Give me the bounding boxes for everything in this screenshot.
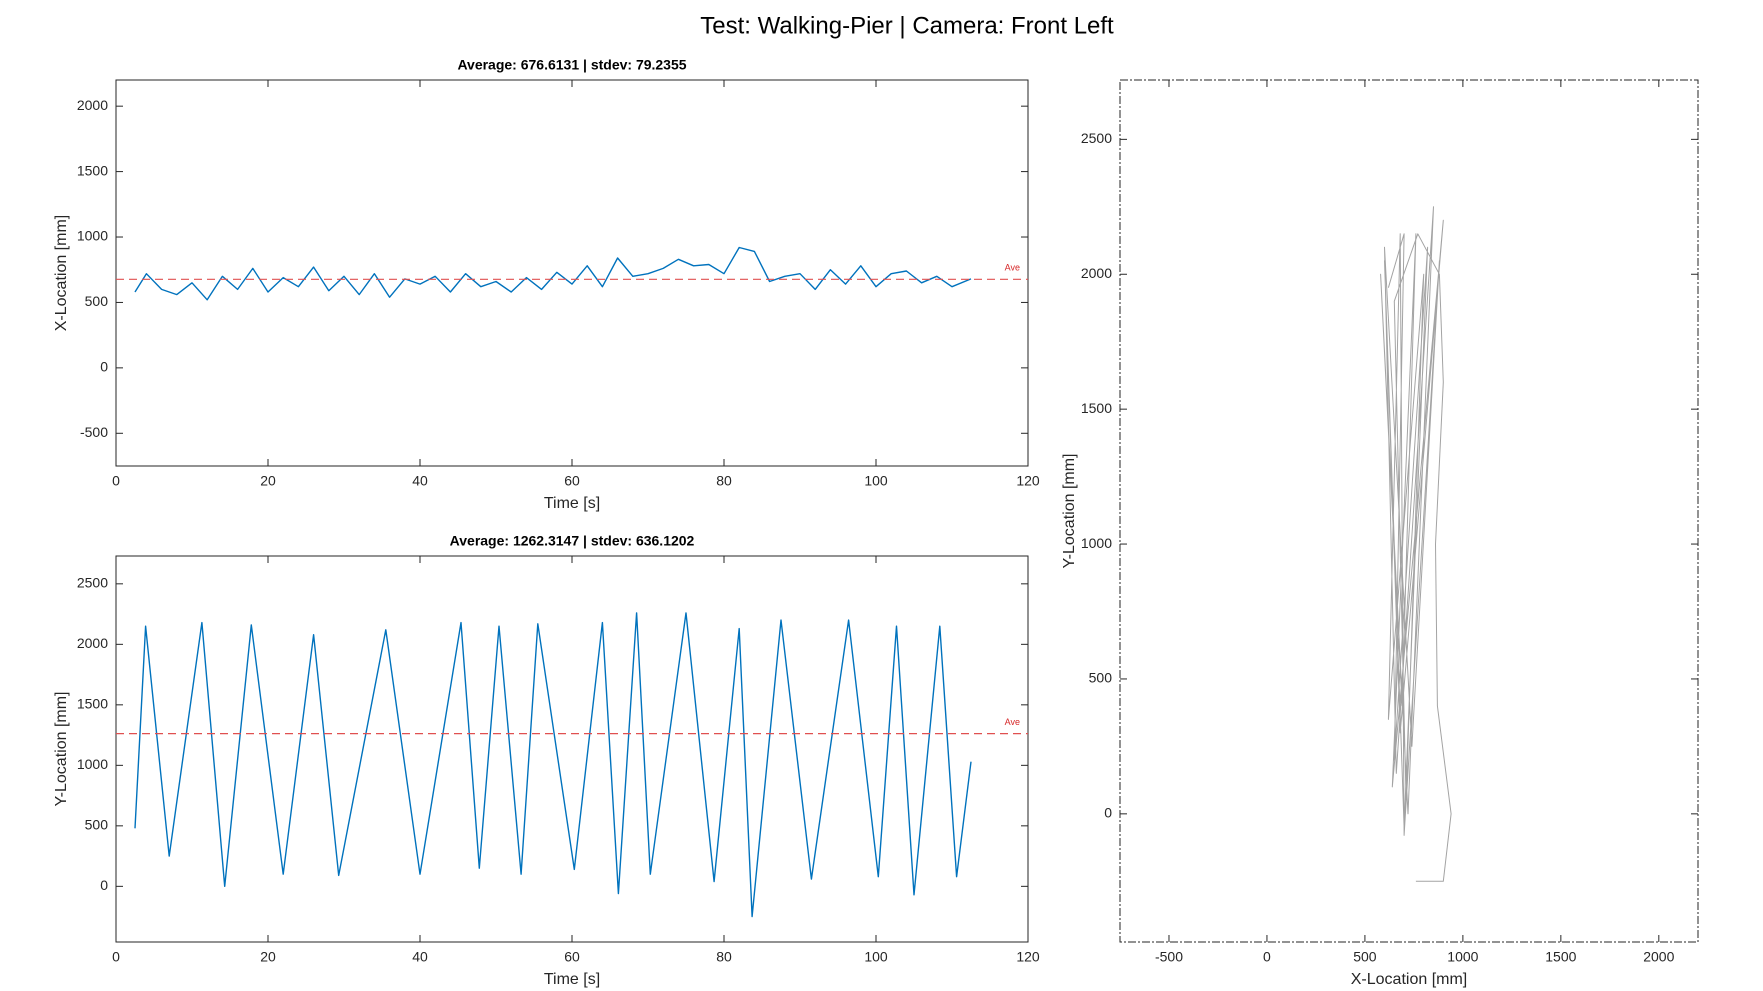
x-tick-label: 0	[1263, 949, 1271, 965]
x-tick-label: 20	[260, 473, 276, 489]
plot-area	[115, 555, 1029, 943]
y-axis-label: X-Location [mm]	[53, 215, 70, 331]
y-tick-label: 1500	[1081, 400, 1112, 416]
x-tick-label: 80	[716, 473, 732, 489]
axes-title: Average: 676.6131 | stdev: 79.2355	[457, 57, 686, 73]
y-tick-label: 2000	[77, 635, 108, 651]
y-tick-label: 500	[1089, 670, 1113, 686]
x-tick-label: 2000	[1643, 949, 1674, 965]
y-tick-label: -500	[80, 424, 108, 440]
plot-area	[115, 79, 1029, 467]
y-tick-label: 2000	[77, 97, 108, 113]
y-tick-label: 0	[100, 877, 108, 893]
y-axis-label: Y-Location [mm]	[1061, 453, 1078, 568]
data-line	[134, 612, 972, 918]
y-tick-label: 500	[85, 293, 109, 309]
y-tick-label: 2500	[1081, 130, 1112, 146]
plot-area	[1119, 79, 1699, 943]
axes-title: Average: 1262.3147 | stdev: 636.1202	[450, 533, 695, 549]
x-tick-label: 40	[412, 473, 428, 489]
y-axis-label: Y-Location [mm]	[53, 691, 70, 806]
y-tick-label: 500	[85, 817, 109, 833]
x-tick-label: 60	[564, 949, 580, 965]
x-tick-label: 60	[564, 473, 580, 489]
trajectory-line	[1380, 206, 1452, 882]
x-tick-label: 80	[716, 949, 732, 965]
x-tick-label: 0	[112, 473, 120, 489]
x-tick-label: 100	[864, 473, 888, 489]
figure-title: Test: Walking-Pier | Camera: Front Left	[700, 12, 1114, 39]
x-tick-label: 1000	[1447, 949, 1478, 965]
data-line	[134, 246, 972, 301]
x-tick-label: 120	[1016, 949, 1040, 965]
x-tick-label: 1500	[1545, 949, 1576, 965]
x-axis-label: X-Location [mm]	[1351, 971, 1467, 988]
x-axis-label: Time [s]	[544, 971, 600, 988]
y-tick-label: 2000	[1081, 265, 1112, 281]
average-label: Ave	[1005, 717, 1020, 727]
x-tick-label: 40	[412, 949, 428, 965]
x-tick-label: 100	[864, 949, 888, 965]
average-label: Ave	[1005, 263, 1020, 273]
x-tick-label: 0	[112, 949, 120, 965]
x-tick-label: -500	[1155, 949, 1183, 965]
y-tick-label: 1500	[77, 162, 108, 178]
x-tick-label: 120	[1016, 473, 1040, 489]
x-tick-label: 500	[1353, 949, 1377, 965]
x-axis-label: Time [s]	[544, 495, 600, 512]
y-tick-label: 2500	[77, 575, 108, 591]
y-tick-label: 1000	[77, 228, 108, 244]
x-tick-label: 20	[260, 949, 276, 965]
y-tick-label: 0	[100, 359, 108, 375]
y-tick-label: 1000	[77, 756, 108, 772]
y-tick-label: 1000	[1081, 535, 1112, 551]
y-tick-label: 0	[1104, 805, 1112, 821]
y-tick-label: 1500	[77, 696, 108, 712]
